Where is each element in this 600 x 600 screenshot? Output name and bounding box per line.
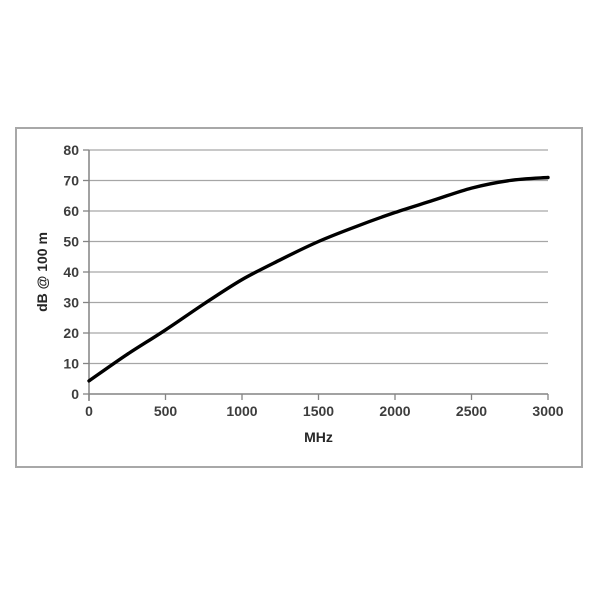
tick-labels-layer: 0 10 20 30 40 50 60 70 80 0 500 1000 1500 2000 2500 300… (63, 142, 563, 419)
y-tick-label: 0 (71, 386, 79, 402)
y-tick-label: 80 (63, 142, 79, 158)
x-tick-label: 1500 (303, 403, 334, 419)
gridlines-layer (89, 149, 548, 365)
y-tick-label: 10 (63, 356, 79, 372)
x-tick-label: 500 (154, 403, 178, 419)
attenuation-curve (87, 175, 550, 383)
y-axis-title: dB @ 100 m (34, 232, 50, 312)
chart-frame: 0 10 20 30 40 50 60 70 80 0 500 1000 1500 2000 2500 300… (15, 127, 583, 468)
x-tick-label: 2500 (456, 403, 487, 419)
x-tick-label: 2000 (379, 403, 410, 419)
line-chart: 0 10 20 30 40 50 60 70 80 0 500 1000 1500 2000 2500 300… (34, 142, 564, 445)
x-tick-label: 0 (85, 403, 93, 419)
y-tick-label: 20 (63, 325, 79, 341)
y-tick-label: 60 (63, 203, 79, 219)
y-tick-label: 70 (63, 173, 79, 189)
x-tick-label: 1000 (226, 403, 257, 419)
x-tick-label: 3000 (532, 403, 563, 419)
axes-layer (83, 149, 549, 401)
y-tick-label: 50 (63, 234, 79, 250)
y-tick-label: 40 (63, 264, 79, 280)
x-axis-title: MHz (304, 429, 333, 445)
y-tick-label: 30 (63, 295, 79, 311)
